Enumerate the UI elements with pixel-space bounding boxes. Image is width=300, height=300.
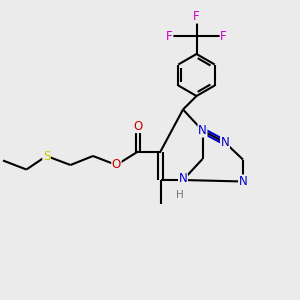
Text: N: N — [238, 175, 247, 188]
Text: N: N — [178, 172, 188, 185]
Text: H: H — [176, 190, 183, 200]
Text: O: O — [134, 119, 142, 133]
Text: N: N — [198, 124, 207, 137]
Text: F: F — [193, 10, 200, 23]
Text: S: S — [43, 149, 50, 163]
Text: N: N — [220, 136, 230, 149]
Text: F: F — [220, 29, 227, 43]
Text: F: F — [166, 29, 173, 43]
Text: O: O — [112, 158, 121, 172]
